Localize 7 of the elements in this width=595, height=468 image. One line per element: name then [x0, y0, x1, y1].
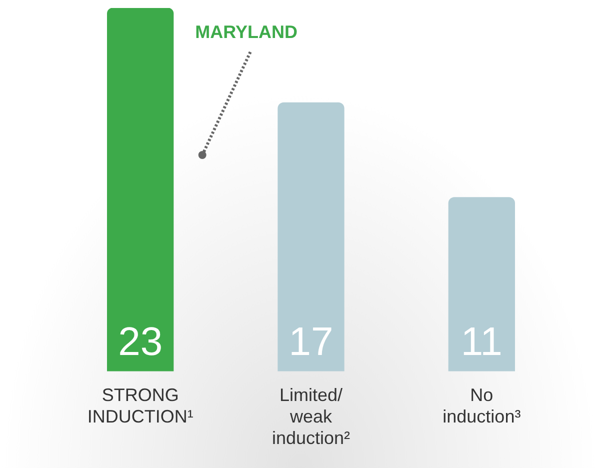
annotation: MARYLAND	[195, 22, 298, 42]
x-tick-label: No induction³	[442, 384, 521, 427]
data-label: 17	[288, 320, 334, 364]
data-label: 23	[118, 320, 163, 364]
data-label: 11	[460, 320, 502, 364]
x-tick-label: Limited/ weak induction²	[272, 384, 350, 448]
x-tick-label: STRONG INDUCTION¹	[87, 384, 194, 427]
